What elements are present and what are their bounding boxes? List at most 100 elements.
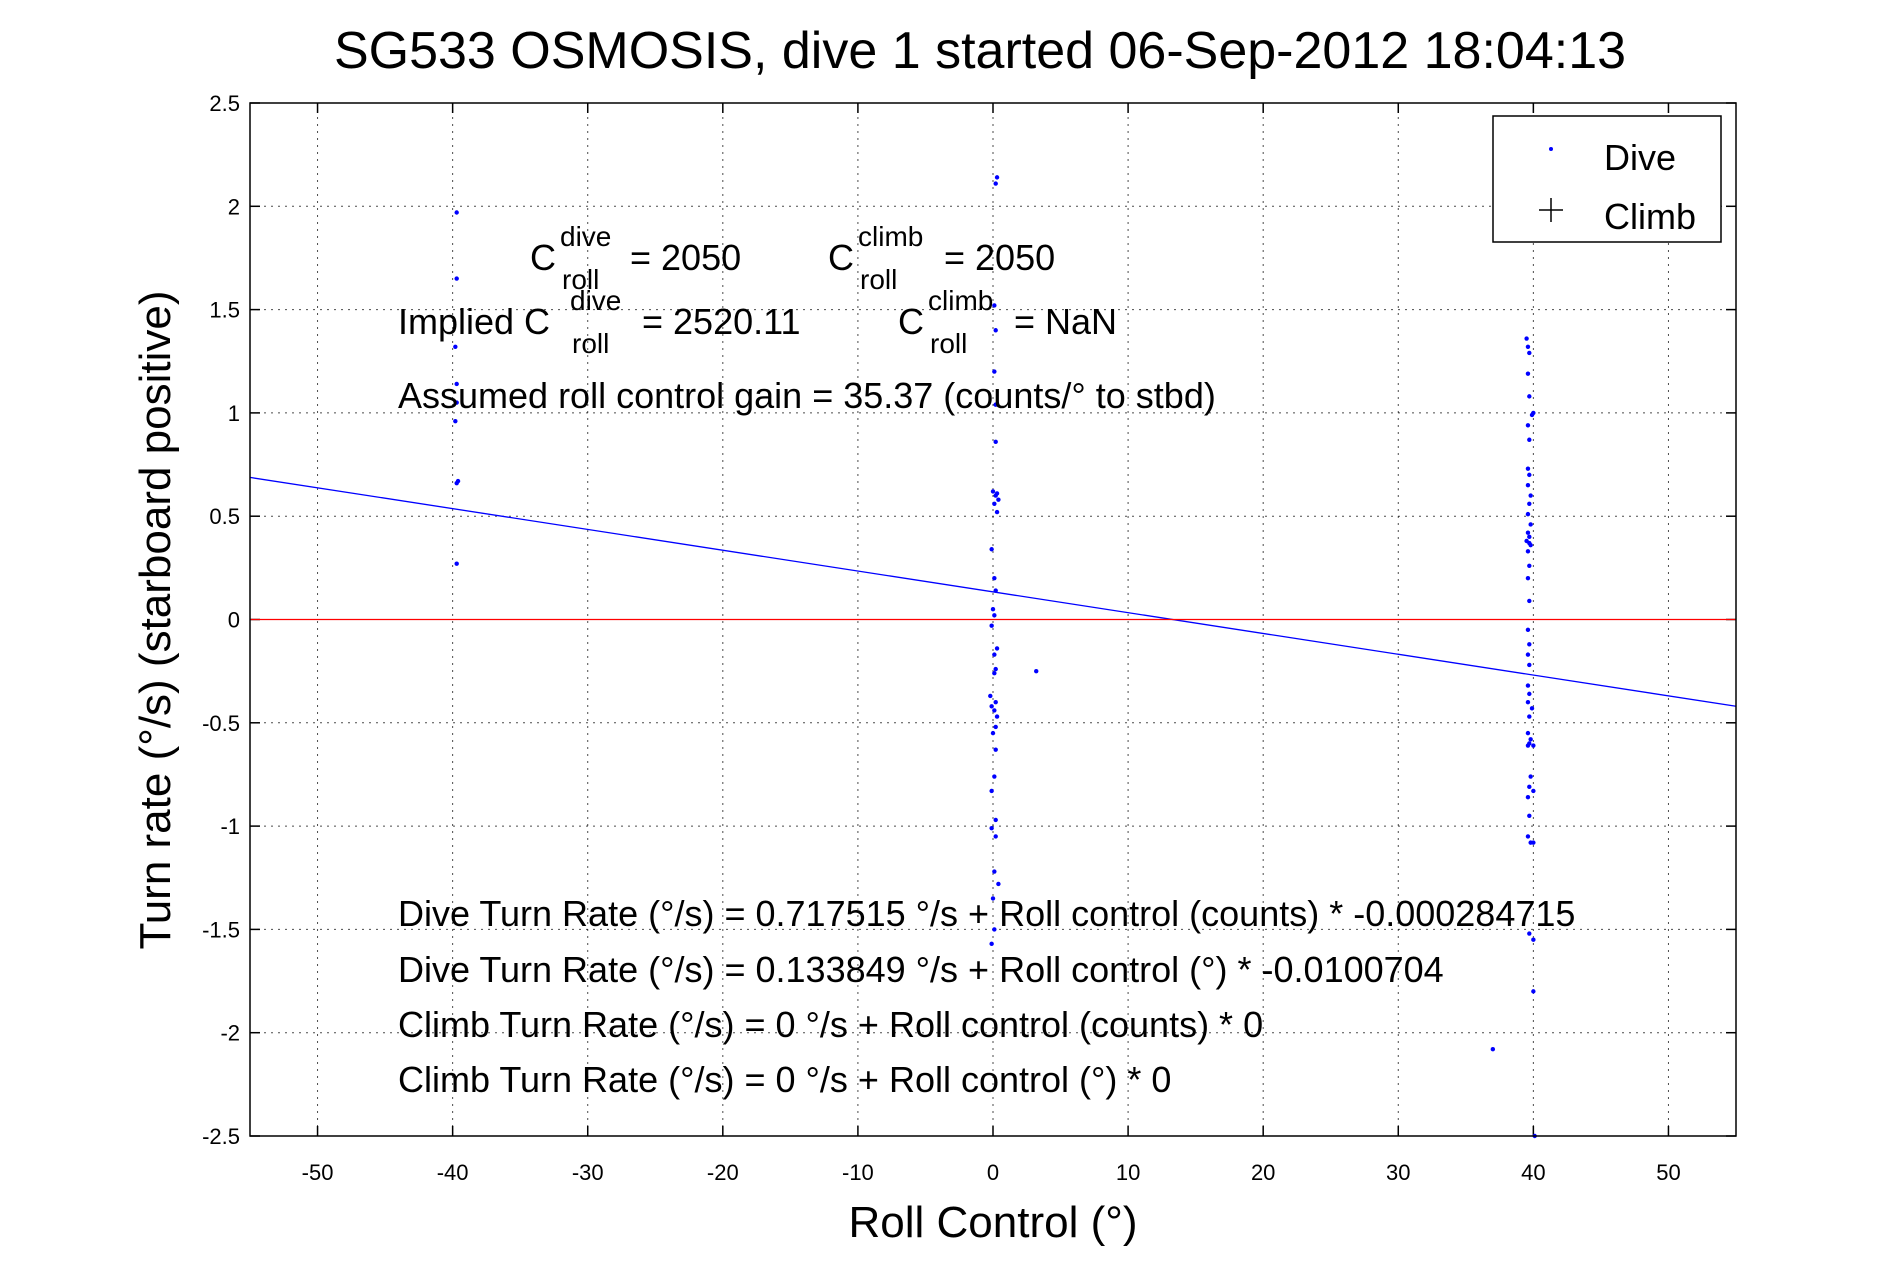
- dive-point: [990, 730, 996, 736]
- dive-point: [454, 400, 459, 405]
- dive-point: [453, 418, 458, 424]
- dive-point: [994, 175, 1000, 180]
- dive-point: [454, 210, 459, 215]
- annotation-implied-dive-sub: roll: [572, 328, 609, 359]
- dive-point: [992, 303, 997, 308]
- legend-dive-label: Dive: [1604, 137, 1676, 178]
- y-tick-label: 0.5: [209, 504, 240, 529]
- dive-point: [993, 181, 998, 186]
- dive-point: [989, 941, 994, 947]
- dive-point: [1527, 534, 1532, 540]
- dive-point: [996, 881, 1001, 887]
- legend: Dive Climb: [1492, 115, 1722, 243]
- y-tick-label: -0.5: [202, 711, 240, 736]
- annotation-fit-line: Climb Turn Rate (°/s) = 0 °/s + Roll con…: [398, 1004, 1263, 1045]
- annotation-c-climb-value: = 2050: [944, 237, 1055, 278]
- dive-point: [1525, 699, 1531, 705]
- dive-point: [993, 328, 998, 333]
- dive-point: [1531, 989, 1536, 994]
- dive-point: [993, 493, 998, 498]
- dive-point: [1527, 350, 1532, 356]
- annotation-c-climb-sup: climb: [858, 221, 923, 252]
- y-axis-label: Turn rate (°/s) (starboard positive): [131, 290, 180, 949]
- y-tick-label: 2.5: [209, 91, 240, 116]
- dive-point: [989, 623, 994, 628]
- x-tick-label: 20: [1251, 1160, 1275, 1185]
- dive-point: [994, 646, 1000, 651]
- annotation-c-dive-sub: roll: [562, 264, 599, 295]
- annotation-c-climb-sub: roll: [860, 264, 897, 295]
- dive-point: [1531, 840, 1536, 845]
- dive-point: [1527, 813, 1532, 818]
- y-tick-label: -2.5: [202, 1124, 240, 1149]
- dive-point: [993, 817, 998, 823]
- dive-point: [990, 606, 996, 612]
- fit-lines: [249, 476, 1737, 707]
- dive-point: [1527, 691, 1532, 697]
- legend-dive-marker: [1549, 147, 1553, 151]
- annotation-implied-c-climb: C: [898, 301, 924, 342]
- dive-point: [992, 652, 997, 657]
- dive-point: [990, 489, 996, 494]
- x-tick-label: -40: [437, 1160, 469, 1185]
- dive-point: [453, 344, 458, 349]
- dive-point: [1525, 575, 1531, 581]
- x-tick-label: 30: [1386, 1160, 1410, 1185]
- dive-point: [1527, 501, 1532, 507]
- annotation-implied-climb-sub: roll: [930, 328, 967, 359]
- dive-point: [992, 671, 997, 676]
- x-tick-label: 50: [1656, 1160, 1680, 1185]
- dive-point: [1528, 774, 1533, 779]
- y-tick-label: -1: [220, 814, 240, 839]
- dive-point: [992, 501, 997, 507]
- dive-point: [1528, 542, 1533, 548]
- dive-fit-line: [249, 476, 1737, 707]
- dive-point: [992, 613, 997, 618]
- annotation-c-dive-sup: dive: [560, 221, 611, 252]
- dive-point: [1529, 706, 1535, 711]
- annotation-fit-line: Climb Turn Rate (°/s) = 0 °/s + Roll con…: [398, 1059, 1171, 1100]
- dive-point: [1525, 834, 1531, 839]
- x-tick-label: -30: [572, 1160, 604, 1185]
- dive-point: [1525, 423, 1531, 428]
- dive-point: [993, 402, 998, 407]
- dive-point: [1034, 668, 1039, 674]
- y-tick-label: 1: [228, 401, 240, 426]
- dive-point: [1527, 437, 1532, 442]
- dive-point: [1531, 743, 1536, 748]
- dive-point: [1527, 642, 1532, 647]
- dive-point: [1524, 336, 1529, 341]
- dive-point: [1525, 794, 1531, 800]
- dive-point: [989, 547, 994, 552]
- y-tick-label: 1.5: [209, 298, 240, 323]
- dive-point: [1527, 598, 1532, 604]
- annotation-c-dive-base: C: [530, 237, 556, 278]
- dive-point: [1527, 784, 1532, 790]
- dive-point: [992, 708, 997, 713]
- x-tick-label: -20: [707, 1160, 739, 1185]
- dive-point: [1525, 530, 1531, 535]
- dive-point: [454, 561, 459, 566]
- dive-point: [1527, 931, 1532, 936]
- dive-point: [994, 714, 1000, 719]
- dive-point: [992, 575, 997, 581]
- dive-point: [454, 276, 459, 281]
- annotation-implied-prefix: Implied C: [398, 301, 550, 342]
- dive-point: [994, 509, 1000, 515]
- dive-point: [1531, 788, 1536, 794]
- dive-point: [1525, 627, 1531, 633]
- dive-point: [993, 666, 998, 672]
- dive-point: [1527, 714, 1532, 719]
- annotation-c-dive: C: [530, 237, 556, 278]
- annotation-c-dive-value: = 2050: [630, 237, 741, 278]
- data-points: [453, 175, 1537, 1139]
- dive-point: [1529, 412, 1535, 418]
- annotation-fit-line: Dive Turn Rate (°/s) = 0.133849 °/s + Ro…: [398, 949, 1444, 990]
- x-tick-label: 40: [1521, 1160, 1545, 1185]
- legend-box: [1492, 115, 1722, 243]
- annotation-implied-dive-value: = 2520.11: [642, 301, 800, 342]
- y-tick-label: -2: [220, 1021, 240, 1046]
- dive-point: [1528, 737, 1533, 742]
- dive-point: [992, 369, 997, 374]
- annotation-gain: Assumed roll control gain = 35.37 (count…: [398, 375, 1216, 416]
